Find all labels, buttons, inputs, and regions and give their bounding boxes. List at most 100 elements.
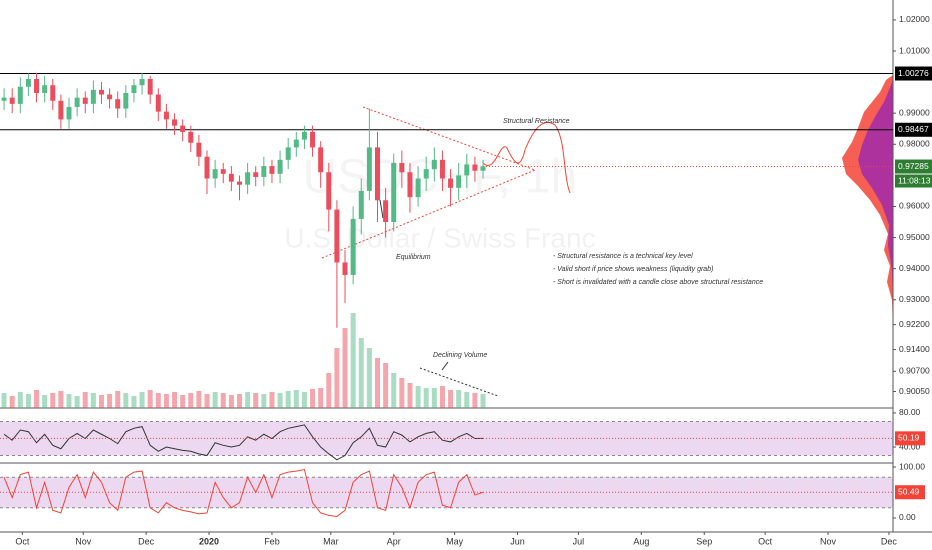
candle-body bbox=[366, 147, 372, 191]
candle-body bbox=[17, 86, 23, 104]
candle-body bbox=[180, 125, 186, 132]
candle-body bbox=[301, 131, 307, 140]
volume-bar bbox=[391, 373, 397, 408]
arrow bbox=[379, 199, 384, 219]
candle-body bbox=[58, 100, 64, 120]
candle-body bbox=[123, 92, 129, 109]
volume-bar bbox=[285, 391, 291, 408]
candle-body bbox=[277, 159, 283, 174]
note: - Valid short if price shows weakness (l… bbox=[553, 266, 713, 273]
y-tick-label: 0.92200 bbox=[899, 319, 930, 329]
price-tag-label: 1.00276 bbox=[898, 68, 929, 78]
candle-body bbox=[358, 190, 364, 219]
x-tick-label: Nov bbox=[820, 536, 837, 546]
x-tick-label: Oct bbox=[15, 536, 30, 546]
x-tick-label: Apr bbox=[387, 536, 401, 546]
x-tick-label: Jul bbox=[573, 536, 585, 546]
candle-body bbox=[90, 89, 96, 104]
candle-body bbox=[50, 85, 56, 101]
x-tick-label: May bbox=[446, 536, 464, 546]
x-tick-label: Oct bbox=[758, 536, 773, 546]
volume-trend bbox=[419, 367, 499, 397]
y-tick-label: 0.93000 bbox=[899, 294, 930, 304]
volume-bar bbox=[147, 390, 153, 408]
value-tag-label: 50.19 bbox=[898, 433, 920, 443]
candle-body bbox=[439, 159, 445, 179]
y-tick-label: 0.00 bbox=[899, 512, 916, 522]
y-tick-label: 100.00 bbox=[899, 461, 925, 471]
volume-bar bbox=[342, 328, 348, 408]
candle-body bbox=[1, 97, 7, 101]
y-tick-label: 0.90050 bbox=[899, 386, 930, 396]
candle-body bbox=[423, 169, 429, 179]
volume-bar bbox=[34, 390, 40, 408]
candle-body bbox=[350, 218, 356, 275]
x-tick-label: 2020 bbox=[199, 536, 219, 546]
y-tick-label: 0.98000 bbox=[899, 139, 930, 149]
candle-body bbox=[196, 142, 202, 157]
volume-bar bbox=[456, 390, 462, 408]
candle-body bbox=[172, 119, 178, 126]
y-tick-label: 0.99000 bbox=[899, 107, 930, 117]
volume-bar bbox=[277, 393, 283, 408]
candle-body bbox=[374, 147, 380, 201]
candle-body bbox=[261, 166, 267, 177]
candle-body bbox=[415, 178, 421, 198]
candle-body bbox=[480, 166, 486, 171]
x-tick-label: Sep bbox=[696, 536, 712, 546]
volume-bar bbox=[155, 393, 161, 408]
x-tick-label: Mar bbox=[323, 536, 339, 546]
volume-bar bbox=[293, 390, 299, 408]
projection-path bbox=[482, 121, 571, 194]
candle-body bbox=[334, 209, 340, 263]
volume-bar bbox=[480, 394, 486, 408]
volume-bar bbox=[310, 389, 316, 408]
volume-bar bbox=[172, 392, 178, 408]
volume-bar bbox=[269, 392, 275, 408]
annotation: Structural Resistance bbox=[503, 118, 570, 125]
candle-body bbox=[383, 200, 389, 223]
triangle-lower bbox=[321, 169, 536, 259]
candle-body bbox=[42, 85, 48, 93]
y-tick-label: 40.00 bbox=[899, 441, 921, 451]
volume-bar bbox=[415, 386, 421, 408]
y-tick-label: 0.90700 bbox=[899, 366, 930, 376]
candle-body bbox=[456, 175, 462, 188]
candle-body bbox=[236, 181, 242, 185]
annotation: Equilibrium bbox=[396, 254, 431, 261]
candle-body bbox=[188, 131, 194, 143]
candle-body bbox=[9, 97, 15, 104]
volume-bar bbox=[90, 393, 96, 408]
candle-body bbox=[448, 178, 454, 188]
volume-bar bbox=[261, 394, 267, 408]
countdown-tag bbox=[895, 174, 932, 188]
volume-bar bbox=[25, 394, 31, 408]
volume-bar bbox=[439, 386, 445, 408]
volume-bar bbox=[107, 394, 113, 408]
volume-bar bbox=[220, 393, 226, 408]
candle-body bbox=[228, 173, 234, 182]
volume-bar bbox=[366, 348, 372, 408]
volume-bar bbox=[431, 388, 437, 408]
volume-bar bbox=[472, 393, 478, 408]
volume-bar bbox=[383, 363, 389, 408]
y-tick-label: 1.02000 bbox=[899, 14, 930, 24]
y-tick-label: 0.94000 bbox=[899, 263, 930, 273]
volume-bar bbox=[448, 390, 454, 408]
volume-bar bbox=[245, 392, 251, 408]
price-tag bbox=[895, 159, 932, 174]
volume-bar bbox=[399, 378, 405, 408]
volume-bar bbox=[180, 395, 186, 408]
volume-bar bbox=[212, 392, 218, 408]
volume-bar bbox=[350, 313, 356, 408]
volume-bar bbox=[9, 396, 15, 408]
candle-body bbox=[163, 111, 169, 120]
y-tick-label: 1.01000 bbox=[899, 45, 930, 55]
y-tick-label: 80.00 bbox=[899, 407, 921, 417]
price-tag bbox=[895, 66, 932, 81]
x-tick-label: Aug bbox=[633, 536, 649, 546]
candle-body bbox=[66, 106, 72, 120]
candle-body bbox=[310, 131, 316, 148]
